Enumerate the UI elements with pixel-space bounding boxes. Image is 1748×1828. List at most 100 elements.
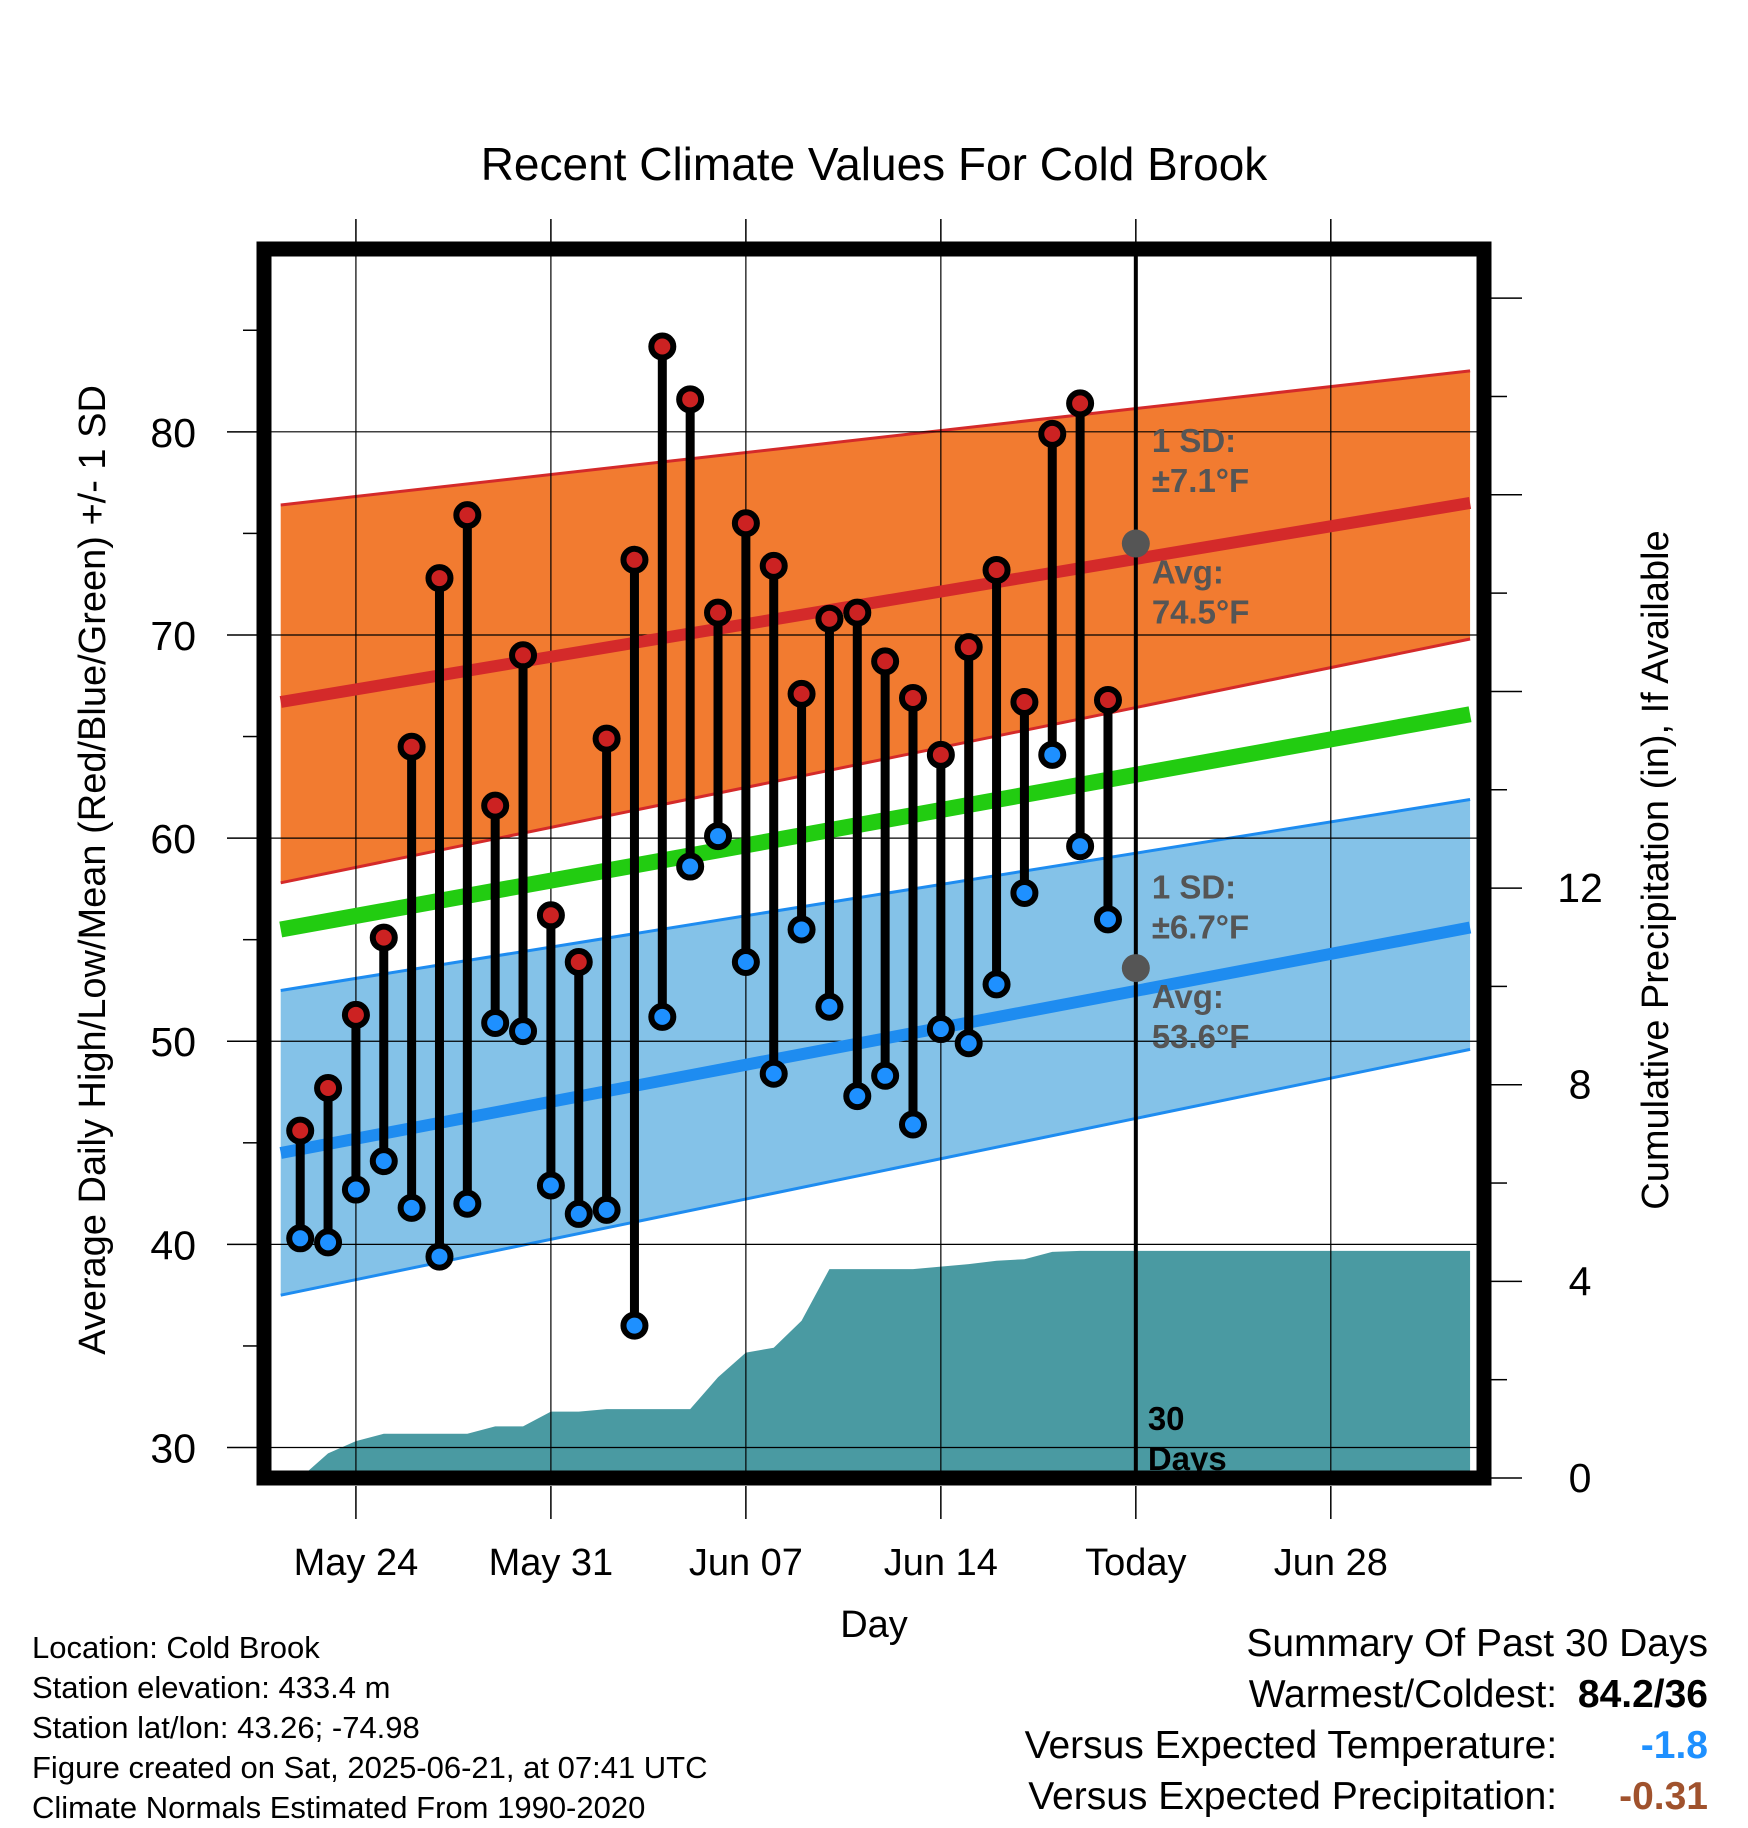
high-temp-point xyxy=(509,641,538,670)
x-axis-label: Day xyxy=(840,1604,908,1646)
y2-tick-label: 8 xyxy=(1569,1062,1592,1108)
precipitation-area xyxy=(300,1250,1471,1478)
high-temp-point xyxy=(536,901,565,930)
low-avg-label: Avg: xyxy=(1152,978,1224,1015)
x-tick-label: Today xyxy=(1085,1542,1186,1584)
low-temp-point xyxy=(704,822,733,851)
high-avg-value: 74.5°F xyxy=(1152,594,1250,631)
high-temp-point xyxy=(397,732,426,761)
high-sd-value: ±7.1°F xyxy=(1152,462,1249,499)
low-temp-point xyxy=(536,1171,565,1200)
low-average-line xyxy=(279,921,1472,1159)
y-tick-label: 30 xyxy=(150,1426,196,1472)
plot-border xyxy=(256,241,1492,1486)
low-temp-point xyxy=(286,1224,315,1253)
latlon-text: Station lat/lon: 43.26; -74.98 xyxy=(32,1710,420,1745)
high-sd-band-upper-edge xyxy=(280,369,1471,507)
low-temp-point xyxy=(620,1311,649,1340)
y2-tick-label: 12 xyxy=(1557,865,1603,911)
high-sd-label: 1 SD: xyxy=(1152,422,1236,459)
high-sd-band xyxy=(280,370,1471,883)
high-temp-point xyxy=(1038,419,1067,448)
chart-title: Recent Climate Values For Cold Brook xyxy=(481,138,1269,190)
high-temp-point xyxy=(341,1000,370,1029)
high-temp-point xyxy=(425,564,454,593)
y-tick-label: 40 xyxy=(150,1222,196,1268)
low-sd-band xyxy=(280,799,1471,1296)
high-temp-point xyxy=(731,509,760,538)
summary-temperature: Versus Expected Temperature: -1.8 xyxy=(1025,1720,1708,1771)
low-temp-point xyxy=(1038,740,1067,769)
low-temp-point xyxy=(676,852,705,881)
low-temp-point xyxy=(648,1002,677,1031)
high-temp-point xyxy=(926,740,955,769)
high-avg-label: Avg: xyxy=(1152,554,1224,591)
high-temp-point xyxy=(759,551,788,580)
summary-precipitation: Versus Expected Precipitation: -0.31 xyxy=(1025,1771,1708,1822)
high-temp-point xyxy=(286,1116,315,1145)
high-temp-point xyxy=(704,598,733,627)
station-info: Location: Cold Brook Station elevation: … xyxy=(32,1628,708,1828)
low-temp-point xyxy=(453,1189,482,1218)
today-low-avg-point xyxy=(1121,954,1150,983)
low-temp-point xyxy=(509,1017,538,1046)
high-temp-point xyxy=(954,633,983,662)
created-text: Figure created on Sat, 2025-06-21, at 07… xyxy=(32,1750,708,1785)
summary-panel: Summary Of Past 30 Days Warmest/Coldest:… xyxy=(1025,1618,1708,1822)
high-temp-point xyxy=(898,683,927,712)
high-temp-point xyxy=(314,1073,343,1102)
warmest-coldest-value: 84.2/36 xyxy=(1577,1673,1708,1716)
low-temp-point xyxy=(759,1059,788,1088)
axis-ticks: 30 40 50 60 70 80 0 4 8 12 May 24 May 31 Jun 07 Jun 1… xyxy=(150,219,1603,1584)
y-tick-label: 60 xyxy=(150,816,196,862)
high-temp-point xyxy=(648,332,677,361)
low-temp-point xyxy=(314,1228,343,1257)
low-temp-point xyxy=(1066,832,1095,861)
high-temp-point xyxy=(1093,685,1122,714)
high-temp-point xyxy=(871,647,900,676)
low-temp-point xyxy=(341,1175,370,1204)
high-temp-point xyxy=(592,724,621,753)
high-temp-point xyxy=(369,923,398,952)
low-temp-point xyxy=(425,1242,454,1271)
precipitation-value: -0.31 xyxy=(1619,1775,1708,1818)
x-tick-label: Jun 28 xyxy=(1274,1542,1388,1584)
precipitation-label: Versus Expected Precipitation: xyxy=(1028,1775,1558,1818)
location-text: Location: Cold Brook xyxy=(32,1630,320,1665)
high-temp-point xyxy=(481,791,510,820)
low-temp-point xyxy=(731,948,760,977)
low-temp-point xyxy=(592,1195,621,1224)
y-tick-label: 70 xyxy=(150,613,196,659)
y-axis-label: Average Daily High/Low/Mean (Red/Blue/Gr… xyxy=(72,385,114,1355)
temperature-label: Versus Expected Temperature: xyxy=(1024,1724,1558,1767)
y2-tick-label: 0 xyxy=(1569,1455,1592,1501)
high-temp-point xyxy=(787,679,816,708)
low-temp-point xyxy=(1010,878,1039,907)
y-tick-label: 80 xyxy=(150,410,196,456)
warmest-coldest-label: Warmest/Coldest: xyxy=(1248,1673,1558,1716)
x-tick-label: Jun 14 xyxy=(884,1542,998,1584)
low-sd-value: ±6.7°F xyxy=(1152,908,1249,945)
low-temp-point xyxy=(954,1029,983,1058)
high-temp-point xyxy=(564,948,593,977)
high-temp-point xyxy=(453,501,482,530)
low-temp-point xyxy=(787,915,816,944)
normals-text: Climate Normals Estimated From 1990-2020 xyxy=(32,1790,646,1825)
low-temp-point xyxy=(982,970,1011,999)
low-sd-band-upper-edge xyxy=(280,798,1471,992)
low-temp-point xyxy=(898,1110,927,1139)
y2-tick-label: 4 xyxy=(1569,1258,1592,1304)
low-sd-band-lower-edge xyxy=(280,1047,1471,1297)
low-temp-point xyxy=(481,1008,510,1037)
x-tick-label: May 24 xyxy=(294,1542,419,1584)
high-average-line xyxy=(279,497,1472,708)
low-temp-point xyxy=(1093,905,1122,934)
high-sd-band-lower-edge xyxy=(280,637,1471,885)
today-high-avg-point xyxy=(1121,529,1150,558)
x-tick-label: May 31 xyxy=(489,1542,614,1584)
plot-frame xyxy=(256,241,1492,1486)
low-temp-point xyxy=(926,1015,955,1044)
x-tick-label: Jun 07 xyxy=(689,1542,803,1584)
